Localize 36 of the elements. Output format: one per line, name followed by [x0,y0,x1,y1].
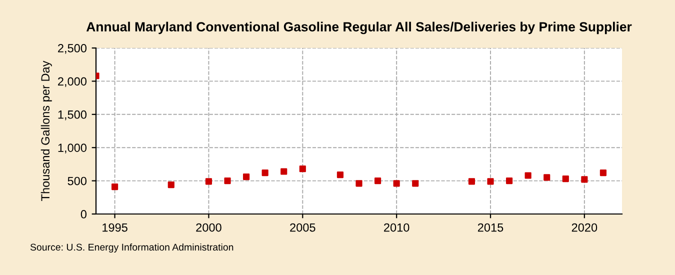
source-note: Source: U.S. Energy Information Administration [30,243,234,253]
y-tick-label: 1,500 [58,110,87,120]
point [205,178,212,185]
x-tick-label: 2010 [384,223,410,232]
y-tick-label: 2,000 [58,77,87,87]
point [336,172,344,178]
x-tick-label: 2005 [290,223,316,232]
point [224,178,231,184]
point [562,176,569,182]
point [374,178,382,184]
x-tick-label: 1995 [102,223,128,232]
y-tick-label: 1,000 [58,144,87,154]
point [506,178,513,184]
y-axis-title: Thousand Gallons per Day [40,60,52,201]
point [600,170,607,176]
point [581,176,588,183]
point [280,168,288,175]
y-tick-label: 0 [80,210,87,218]
point [524,172,532,179]
point [111,183,118,190]
point [544,174,550,181]
point [242,174,250,180]
x-tick-label: 2020 [572,223,598,232]
point [262,170,268,176]
point [412,180,419,187]
x-tick-label: 2015 [478,223,504,232]
point [168,181,174,188]
point [487,178,494,185]
y-tick-label: 500 [68,176,87,186]
point [393,180,400,187]
x-tick-label: 2000 [196,223,222,232]
point [299,166,306,172]
point [356,180,362,187]
point [468,178,476,185]
y-tick-label: 2,500 [58,44,87,54]
chart-title: Annual Maryland Conventional Gasoline Regular All Sales/Deliveries by Prime Supplier [86,22,632,34]
